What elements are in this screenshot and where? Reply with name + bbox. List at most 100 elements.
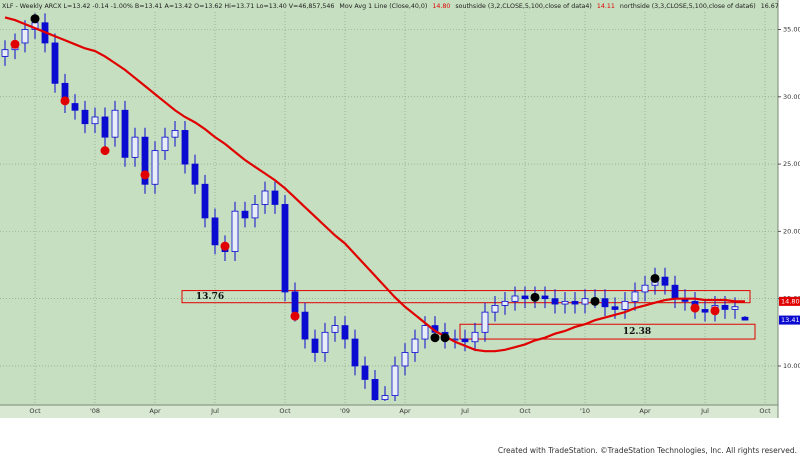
signal-dot bbox=[140, 170, 150, 180]
candle-body bbox=[121, 109, 129, 158]
candle-body bbox=[551, 298, 559, 305]
header-item: Mov Avg 1 Line (Close,40,0) bbox=[339, 3, 427, 10]
signal-dot bbox=[650, 273, 660, 283]
candle-body bbox=[261, 190, 269, 205]
candle-body bbox=[281, 204, 289, 293]
candle-body bbox=[631, 291, 639, 302]
candle-body bbox=[731, 306, 739, 310]
candle-body bbox=[331, 325, 339, 333]
candle-body bbox=[381, 395, 389, 401]
x-tick-label: Oct bbox=[519, 407, 531, 415]
footer: Created with TradeStation. ©TradeStation… bbox=[498, 446, 797, 455]
x-tick-label: '09 bbox=[340, 407, 350, 415]
signal-dot bbox=[10, 39, 20, 49]
candle-body bbox=[271, 190, 279, 205]
header-item: northside (3,3,CLOSE,5,100,close of data… bbox=[620, 3, 756, 10]
header-item: 16.67 bbox=[761, 3, 779, 10]
x-axis-strip bbox=[0, 405, 778, 418]
candle-body bbox=[181, 130, 189, 165]
candle-body bbox=[571, 300, 579, 305]
candle-body bbox=[101, 116, 109, 138]
signal-dot bbox=[100, 146, 110, 156]
plot-area bbox=[0, 12, 778, 405]
candle-body bbox=[621, 300, 629, 310]
candle-body bbox=[461, 338, 469, 343]
candle-body bbox=[411, 338, 419, 353]
candle-body bbox=[211, 217, 219, 246]
candle-body bbox=[161, 136, 169, 152]
candle-body bbox=[111, 109, 119, 138]
header-item: 14.11 bbox=[597, 3, 615, 10]
x-tick-label: Apr bbox=[149, 407, 161, 415]
candle-body bbox=[351, 338, 359, 367]
candle-body bbox=[541, 295, 549, 300]
signal-dot bbox=[220, 241, 230, 251]
candle-body bbox=[421, 325, 429, 340]
x-tick-label: Jul bbox=[460, 407, 469, 415]
candle-body bbox=[641, 284, 649, 293]
candle-body bbox=[701, 309, 709, 313]
x-tick-label: '10 bbox=[580, 407, 590, 415]
level-label: 13.76 bbox=[196, 292, 224, 302]
candle-body bbox=[321, 331, 329, 353]
y-tick-label: 10.00 bbox=[783, 362, 800, 370]
x-tick-label: Oct bbox=[279, 407, 291, 415]
y-tick-label: 25.00 bbox=[783, 160, 800, 168]
candle-body bbox=[581, 298, 589, 305]
candle-body bbox=[231, 210, 239, 252]
signal-dot bbox=[440, 333, 450, 343]
candle-body bbox=[191, 163, 199, 185]
price-tag-label: 13.41 bbox=[781, 316, 800, 324]
candle-body bbox=[51, 42, 59, 84]
candle-body bbox=[611, 306, 619, 310]
level-box bbox=[181, 290, 751, 304]
x-tick-label: '08 bbox=[90, 407, 100, 415]
candle-body bbox=[91, 116, 99, 125]
y-tick-label: 30.00 bbox=[783, 93, 800, 101]
signal-dot bbox=[690, 303, 700, 313]
candle-body bbox=[491, 305, 499, 313]
price-tag bbox=[779, 296, 800, 306]
header-item: southside (3,2,CLOSE,5,100,close of data… bbox=[455, 3, 592, 10]
signal-dot bbox=[430, 333, 440, 343]
header-strip bbox=[0, 0, 778, 12]
candle-body bbox=[301, 311, 309, 340]
candle-body bbox=[71, 103, 79, 111]
x-tick-label: Apr bbox=[399, 407, 411, 415]
y-tick-label: 20.00 bbox=[783, 227, 800, 235]
candle-body bbox=[741, 316, 749, 321]
candle-body bbox=[241, 210, 249, 219]
signal-dot bbox=[530, 292, 540, 302]
signal-dot bbox=[590, 296, 600, 306]
candle-body bbox=[251, 204, 259, 219]
candle-body bbox=[81, 109, 89, 125]
x-tick-label: Jul bbox=[210, 407, 219, 415]
candle-body bbox=[171, 130, 179, 138]
candle-body bbox=[1, 49, 9, 57]
candle-body bbox=[661, 276, 669, 286]
moving-average-line bbox=[4, 16, 745, 353]
signal-dot bbox=[30, 14, 40, 24]
x-tick-label: Oct bbox=[29, 407, 41, 415]
candle-body bbox=[131, 136, 139, 158]
candle-body bbox=[521, 295, 529, 300]
candle-body bbox=[511, 295, 519, 302]
x-tick-label: Oct bbox=[759, 407, 771, 415]
candle-body bbox=[371, 379, 379, 401]
candle-body bbox=[151, 150, 159, 185]
header: XLF - Weekly ARCX L=13.42 -0.14 -1.00% B… bbox=[2, 3, 779, 10]
candle-body bbox=[671, 284, 679, 300]
candle-body bbox=[291, 291, 299, 313]
price-tag-label: 14.80 bbox=[781, 297, 800, 305]
candle-body bbox=[21, 29, 29, 44]
candle-body bbox=[201, 183, 209, 219]
header-item: XLF - Weekly ARCX L=13.42 -0.14 -1.00% B… bbox=[2, 3, 334, 10]
price-tag bbox=[779, 315, 800, 325]
x-tick-label: Jul bbox=[700, 407, 709, 415]
candle-body bbox=[471, 331, 479, 343]
signal-dot bbox=[290, 311, 300, 321]
level-box bbox=[459, 323, 756, 340]
candle-body bbox=[601, 298, 609, 308]
candle-body bbox=[721, 305, 729, 310]
